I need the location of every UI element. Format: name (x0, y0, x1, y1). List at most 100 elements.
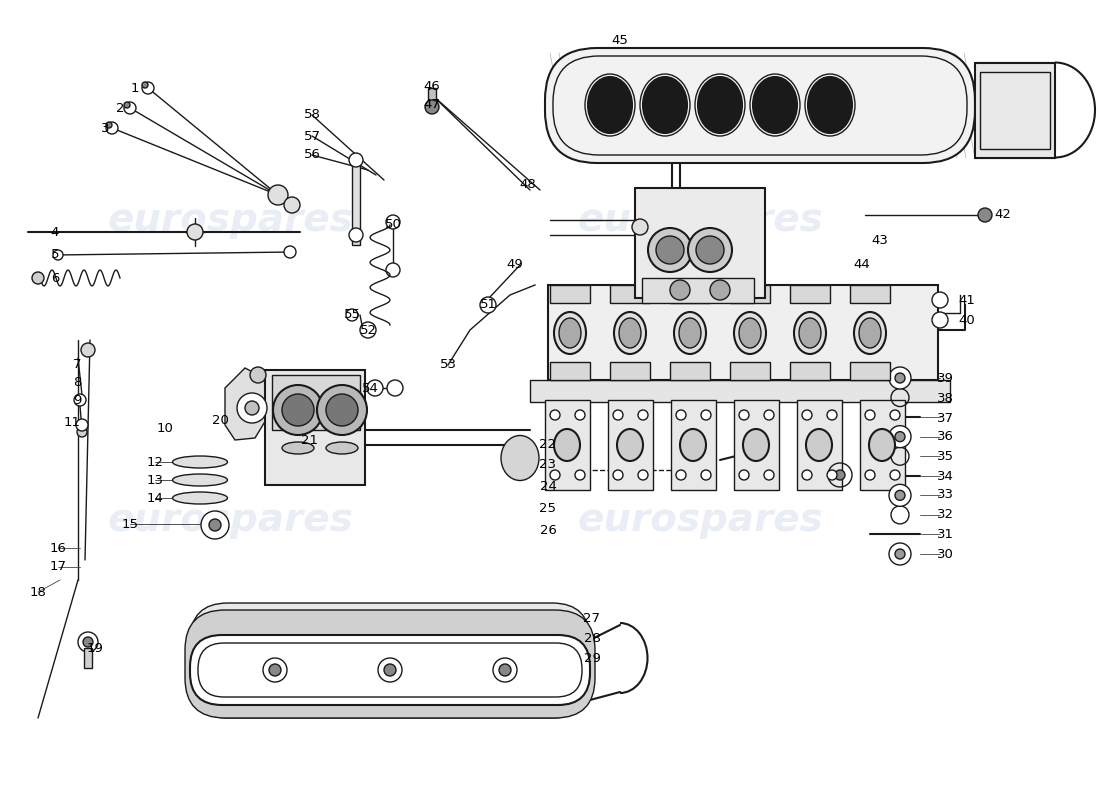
Text: 31: 31 (936, 527, 954, 541)
Bar (548, 285, 938, 380)
Text: 15: 15 (121, 518, 139, 530)
Circle shape (201, 511, 229, 539)
Circle shape (32, 272, 44, 284)
Bar (642, 278, 754, 303)
Circle shape (124, 102, 130, 108)
Text: 7: 7 (73, 358, 81, 370)
Text: 22: 22 (539, 438, 557, 450)
Bar (975, 63, 1055, 158)
Ellipse shape (173, 492, 228, 504)
Text: eurospares: eurospares (578, 501, 823, 539)
Circle shape (263, 658, 287, 682)
Ellipse shape (754, 77, 798, 133)
Circle shape (865, 410, 874, 420)
Text: 23: 23 (539, 458, 557, 471)
Circle shape (106, 122, 118, 134)
Circle shape (764, 410, 774, 420)
Circle shape (638, 410, 648, 420)
Ellipse shape (869, 429, 895, 461)
Circle shape (656, 236, 684, 264)
Text: 2: 2 (116, 102, 124, 114)
Circle shape (387, 380, 403, 396)
Text: 41: 41 (958, 294, 976, 306)
Ellipse shape (644, 77, 688, 133)
Circle shape (124, 102, 136, 114)
Circle shape (739, 470, 749, 480)
Bar (635, 188, 764, 298)
Text: 54: 54 (362, 382, 378, 394)
Bar (610, 362, 650, 380)
Circle shape (676, 410, 686, 420)
Circle shape (76, 419, 88, 431)
Text: 36: 36 (936, 430, 954, 443)
Circle shape (895, 432, 905, 442)
Circle shape (835, 470, 845, 480)
Text: 53: 53 (440, 358, 456, 371)
Text: 9: 9 (73, 394, 81, 406)
Circle shape (78, 632, 98, 652)
Text: 27: 27 (583, 611, 601, 625)
Circle shape (142, 82, 148, 88)
Text: 49: 49 (507, 258, 524, 271)
Circle shape (74, 394, 86, 406)
FancyBboxPatch shape (190, 603, 590, 718)
Ellipse shape (734, 312, 766, 354)
Circle shape (187, 224, 204, 240)
Circle shape (268, 185, 288, 205)
Circle shape (499, 664, 512, 676)
Ellipse shape (799, 318, 821, 348)
Circle shape (764, 470, 774, 480)
Ellipse shape (806, 429, 832, 461)
Text: 40: 40 (958, 314, 976, 326)
Circle shape (827, 410, 837, 420)
Circle shape (701, 470, 711, 480)
Bar (860, 400, 905, 490)
Text: 11: 11 (64, 415, 80, 429)
Text: 24: 24 (540, 481, 557, 494)
Text: 37: 37 (936, 411, 954, 425)
Ellipse shape (554, 429, 580, 461)
Text: 43: 43 (871, 234, 889, 246)
Bar (798, 400, 842, 490)
Circle shape (978, 208, 992, 222)
Circle shape (282, 394, 314, 426)
Circle shape (386, 215, 400, 229)
Ellipse shape (173, 456, 228, 468)
Text: 14: 14 (146, 491, 164, 505)
Circle shape (245, 401, 258, 415)
Text: 8: 8 (73, 375, 81, 389)
Bar (790, 285, 830, 303)
Text: 26: 26 (540, 523, 557, 537)
Bar (980, 72, 1050, 149)
Text: 32: 32 (936, 509, 954, 522)
Circle shape (550, 410, 560, 420)
Text: 39: 39 (936, 371, 954, 385)
Circle shape (349, 228, 363, 242)
Bar (734, 400, 779, 490)
Bar (730, 285, 770, 303)
Bar (790, 362, 830, 380)
Circle shape (82, 637, 94, 647)
Circle shape (346, 309, 358, 321)
Circle shape (236, 393, 267, 423)
Circle shape (550, 470, 560, 480)
Ellipse shape (680, 429, 706, 461)
Text: 16: 16 (50, 542, 66, 554)
Circle shape (284, 246, 296, 258)
Circle shape (250, 367, 266, 383)
Bar (265, 370, 365, 485)
Circle shape (81, 343, 95, 357)
Circle shape (367, 380, 383, 396)
Text: 21: 21 (301, 434, 319, 446)
Circle shape (696, 236, 724, 264)
Ellipse shape (559, 318, 581, 348)
Circle shape (710, 280, 730, 300)
Circle shape (890, 470, 900, 480)
Text: 20: 20 (211, 414, 229, 426)
Circle shape (632, 219, 648, 235)
Bar (610, 285, 650, 303)
Circle shape (865, 470, 874, 480)
Bar (428, 88, 436, 106)
Circle shape (739, 410, 749, 420)
Circle shape (889, 543, 911, 565)
